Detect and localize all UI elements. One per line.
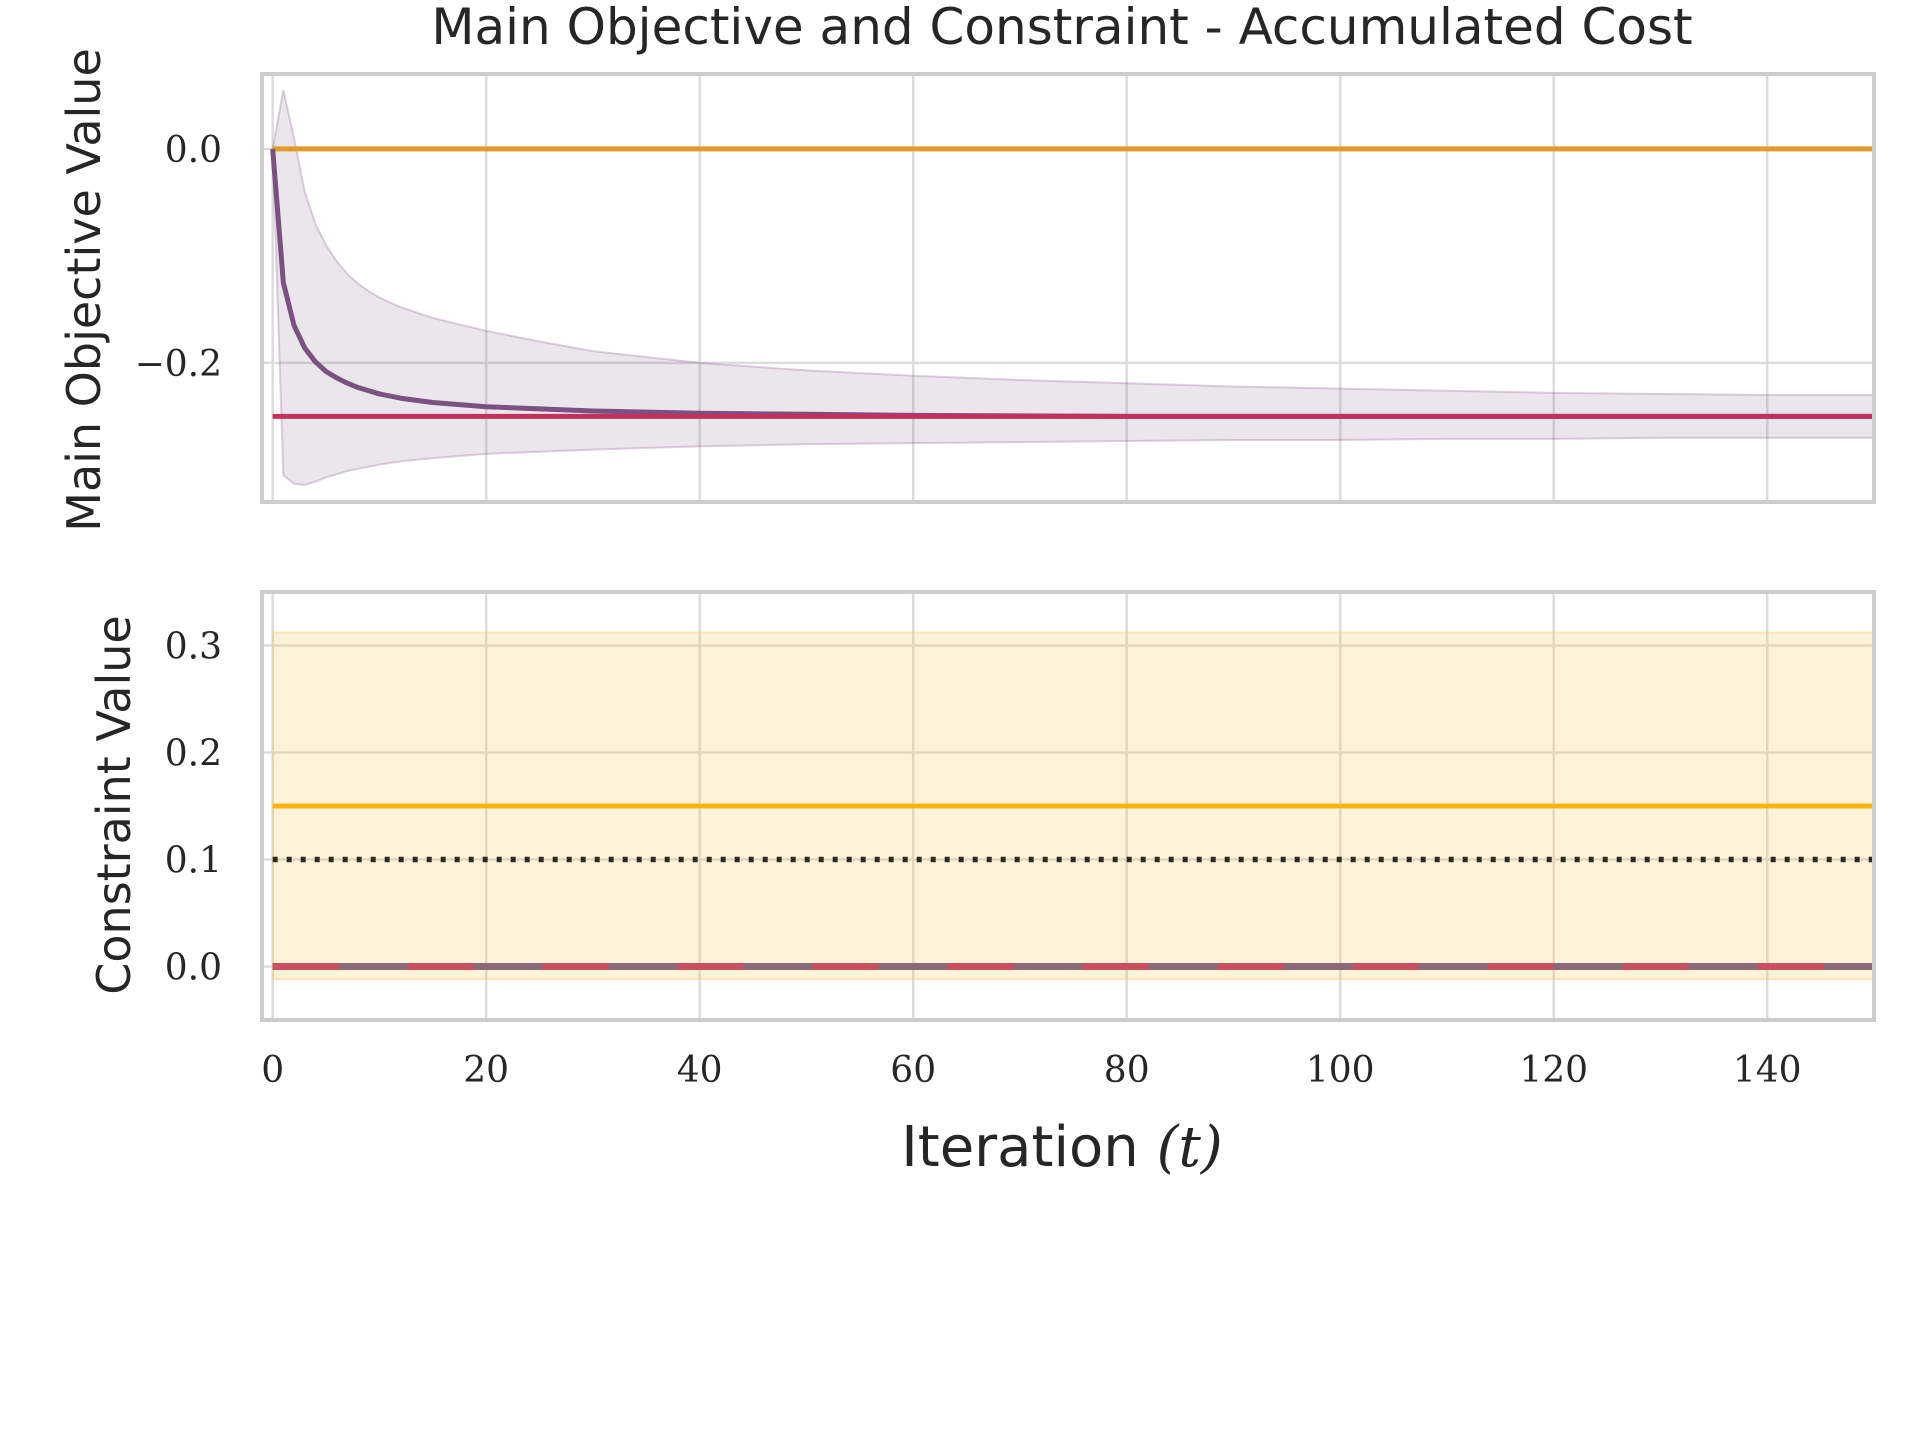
objective-axes-frame [260,72,1876,504]
constraint-y-tick-label-3: 0.3 [165,627,222,668]
constraint-x-tick-label-5: 100 [1306,1050,1375,1091]
x-axis-label-text: Iteration [901,1115,1139,1180]
constraint-y-tick-label-0: 0.0 [165,948,222,989]
constraint-axes-frame [260,590,1876,1022]
constraint-y-tick-label-2: 0.2 [165,734,222,775]
x-axis-label: Iteration (t) [901,1115,1223,1180]
chart-title: Main Objective and Constraint - Accumula… [431,0,1692,56]
constraint-y-tick-label-1: 0.1 [165,841,222,882]
objective-y-tick-label-0: 0.0 [165,130,222,171]
constraint-panel: 0.0 0.1 0.2 0.3 0 20 40 60 80 100 120 140 [165,590,1876,1091]
objective-y-axis-label: Main Objective Value [57,48,111,532]
constraint-x-tick-label-2: 40 [677,1050,723,1091]
objective-y-tick-label-1: −0.2 [135,344,222,385]
constraint-x-tick-label-0: 0 [261,1050,284,1091]
constraint-y-axis-label: Constraint Value [87,615,141,994]
constraint-x-tick-label-1: 20 [463,1050,509,1091]
x-axis-label-math: (t) [1157,1115,1223,1180]
constraint-x-tick-label-6: 120 [1519,1050,1588,1091]
constraint-x-tick-label-3: 60 [890,1050,936,1091]
constraint-x-tick-label-4: 80 [1104,1050,1150,1091]
objective-panel: 0.0 −0.2 [135,72,1876,504]
constraint-x-tick-label-7: 140 [1733,1050,1802,1091]
